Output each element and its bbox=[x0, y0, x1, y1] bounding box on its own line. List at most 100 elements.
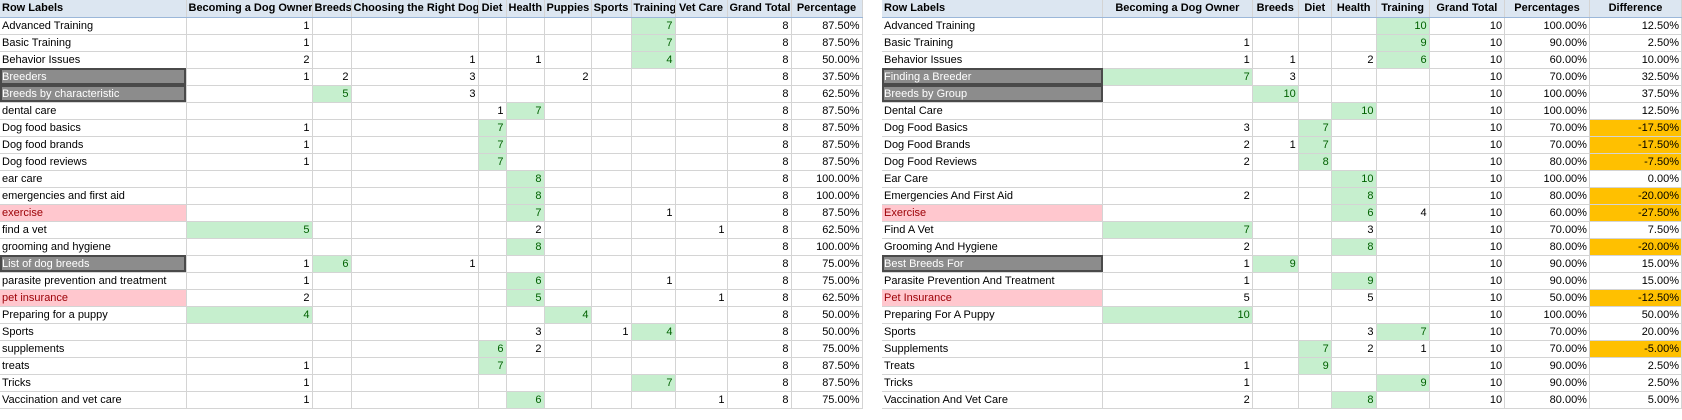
right-table-cell[interactable]: 10 bbox=[1429, 136, 1506, 154]
left-row-label[interactable]: Preparing for a puppy bbox=[0, 306, 187, 324]
right-table-cell[interactable] bbox=[1102, 102, 1253, 120]
left-pivot-table[interactable]: Row Labels Becoming a Dog Owner Breeds Choo… bbox=[0, 0, 863, 409]
left-table-cell[interactable] bbox=[544, 323, 592, 341]
left-table-cell[interactable] bbox=[351, 306, 479, 324]
right-table-cell[interactable]: 50.00% bbox=[1504, 289, 1590, 307]
left-table-cell[interactable] bbox=[591, 51, 632, 69]
right-table-cell[interactable]: 100.00% bbox=[1504, 85, 1590, 103]
left-table-cell[interactable]: 87.50% bbox=[791, 204, 863, 222]
left-row-label[interactable]: supplements bbox=[0, 340, 187, 358]
left-table-cell[interactable] bbox=[675, 34, 728, 52]
right-table-cell[interactable]: 2.50% bbox=[1589, 357, 1682, 375]
left-table-cell[interactable] bbox=[631, 119, 676, 137]
left-table-cell[interactable] bbox=[591, 119, 632, 137]
left-row-label[interactable]: dental care bbox=[0, 102, 187, 120]
right-table-cell[interactable] bbox=[1252, 119, 1299, 137]
right-table-cell[interactable] bbox=[1252, 102, 1299, 120]
left-table-cell[interactable]: 1 bbox=[631, 272, 676, 290]
left-table-cell[interactable]: 87.50% bbox=[791, 17, 863, 35]
left-table-cell[interactable] bbox=[675, 187, 728, 205]
left-table-cell[interactable] bbox=[351, 340, 479, 358]
left-table-cell[interactable] bbox=[675, 136, 728, 154]
right-table-cell[interactable]: 10 bbox=[1429, 85, 1506, 103]
right-table-cell[interactable]: -20.00% bbox=[1589, 187, 1682, 205]
right-row-label[interactable]: Exercise bbox=[882, 204, 1103, 222]
left-table-cell[interactable] bbox=[478, 51, 507, 69]
right-row-label[interactable]: Find A Vet bbox=[882, 221, 1103, 239]
right-row-label[interactable]: Preparing For A Puppy bbox=[882, 306, 1103, 324]
left-table-cell[interactable]: 87.50% bbox=[791, 153, 863, 171]
left-table-cell[interactable] bbox=[544, 187, 592, 205]
right-row-label[interactable]: Grooming And Hygiene bbox=[882, 238, 1103, 256]
right-table-cell[interactable]: 10 bbox=[1429, 340, 1506, 358]
left-row-label[interactable]: grooming and hygiene bbox=[0, 238, 187, 256]
left-table-cell[interactable]: 1 bbox=[675, 289, 728, 307]
left-table-cell[interactable]: 1 bbox=[631, 204, 676, 222]
right-table-cell[interactable]: 10 bbox=[1429, 289, 1506, 307]
left-table-cell[interactable]: 75.00% bbox=[791, 272, 863, 290]
left-table-cell[interactable]: 62.50% bbox=[791, 85, 863, 103]
left-table-cell[interactable] bbox=[312, 170, 352, 188]
right-table-cell[interactable]: 10 bbox=[1429, 68, 1506, 86]
right-table-cell[interactable]: 2 bbox=[1102, 187, 1253, 205]
left-table-cell[interactable] bbox=[312, 17, 352, 35]
left-table-cell[interactable] bbox=[478, 289, 507, 307]
right-table-cell[interactable] bbox=[1331, 17, 1377, 35]
right-table-cell[interactable]: 60.00% bbox=[1504, 51, 1590, 69]
left-table-cell[interactable] bbox=[544, 153, 592, 171]
right-row-label[interactable]: Tricks bbox=[882, 374, 1103, 392]
left-table-cell[interactable] bbox=[675, 102, 728, 120]
left-col-header[interactable]: Vet Care bbox=[675, 0, 728, 18]
left-table-cell[interactable] bbox=[312, 153, 352, 171]
right-table-cell[interactable] bbox=[1376, 170, 1430, 188]
right-table-cell[interactable]: -12.50% bbox=[1589, 289, 1682, 307]
right-row-label[interactable]: Breeds by Group bbox=[882, 85, 1103, 103]
left-table-cell[interactable] bbox=[591, 34, 632, 52]
left-table-cell[interactable]: 1 bbox=[186, 272, 313, 290]
left-table-cell[interactable] bbox=[544, 51, 592, 69]
right-table-cell[interactable]: 4 bbox=[1376, 204, 1430, 222]
left-table-cell[interactable]: 8 bbox=[727, 204, 792, 222]
left-table-cell[interactable]: 75.00% bbox=[791, 340, 863, 358]
right-table-cell[interactable]: 100.00% bbox=[1504, 170, 1590, 188]
left-table-cell[interactable] bbox=[544, 340, 592, 358]
left-table-cell[interactable] bbox=[478, 323, 507, 341]
left-table-cell[interactable] bbox=[506, 17, 545, 35]
right-table-cell[interactable]: 10 bbox=[1429, 170, 1506, 188]
right-table-cell[interactable]: 70.00% bbox=[1504, 340, 1590, 358]
right-table-cell[interactable] bbox=[1252, 170, 1299, 188]
left-table-cell[interactable] bbox=[351, 187, 479, 205]
left-table-cell[interactable]: 7 bbox=[506, 204, 545, 222]
right-table-cell[interactable]: 3 bbox=[1102, 119, 1253, 137]
left-table-cell[interactable] bbox=[631, 136, 676, 154]
left-table-cell[interactable] bbox=[591, 17, 632, 35]
left-table-cell[interactable] bbox=[351, 204, 479, 222]
right-table-cell[interactable]: 3 bbox=[1331, 323, 1377, 341]
right-table-cell[interactable] bbox=[1298, 85, 1332, 103]
right-table-cell[interactable]: 7.50% bbox=[1589, 221, 1682, 239]
left-table-cell[interactable]: 8 bbox=[727, 221, 792, 239]
right-table-cell[interactable]: 100.00% bbox=[1504, 17, 1590, 35]
left-table-cell[interactable] bbox=[544, 170, 592, 188]
right-row-label[interactable]: Finding a Breeder bbox=[882, 68, 1103, 86]
left-table-cell[interactable]: 7 bbox=[478, 357, 507, 375]
right-table-cell[interactable] bbox=[1298, 170, 1332, 188]
left-table-cell[interactable]: 8 bbox=[506, 238, 545, 256]
right-table-cell[interactable] bbox=[1298, 391, 1332, 409]
right-table-cell[interactable] bbox=[1376, 306, 1430, 324]
right-table-cell[interactable]: 90.00% bbox=[1504, 374, 1590, 392]
right-table-cell[interactable]: 10 bbox=[1429, 119, 1506, 137]
left-table-cell[interactable]: 75.00% bbox=[791, 255, 863, 273]
left-table-cell[interactable]: 87.50% bbox=[791, 102, 863, 120]
left-table-cell[interactable] bbox=[631, 306, 676, 324]
left-table-cell[interactable] bbox=[631, 102, 676, 120]
right-table-cell[interactable]: 1 bbox=[1252, 51, 1299, 69]
right-table-cell[interactable]: 7 bbox=[1298, 136, 1332, 154]
right-table-cell[interactable] bbox=[1252, 238, 1299, 256]
left-table-cell[interactable] bbox=[186, 85, 313, 103]
left-table-cell[interactable] bbox=[675, 374, 728, 392]
right-table-cell[interactable]: 15.00% bbox=[1589, 255, 1682, 273]
right-table-cell[interactable]: 1 bbox=[1252, 136, 1299, 154]
left-table-cell[interactable]: 1 bbox=[186, 374, 313, 392]
right-table-cell[interactable] bbox=[1298, 204, 1332, 222]
